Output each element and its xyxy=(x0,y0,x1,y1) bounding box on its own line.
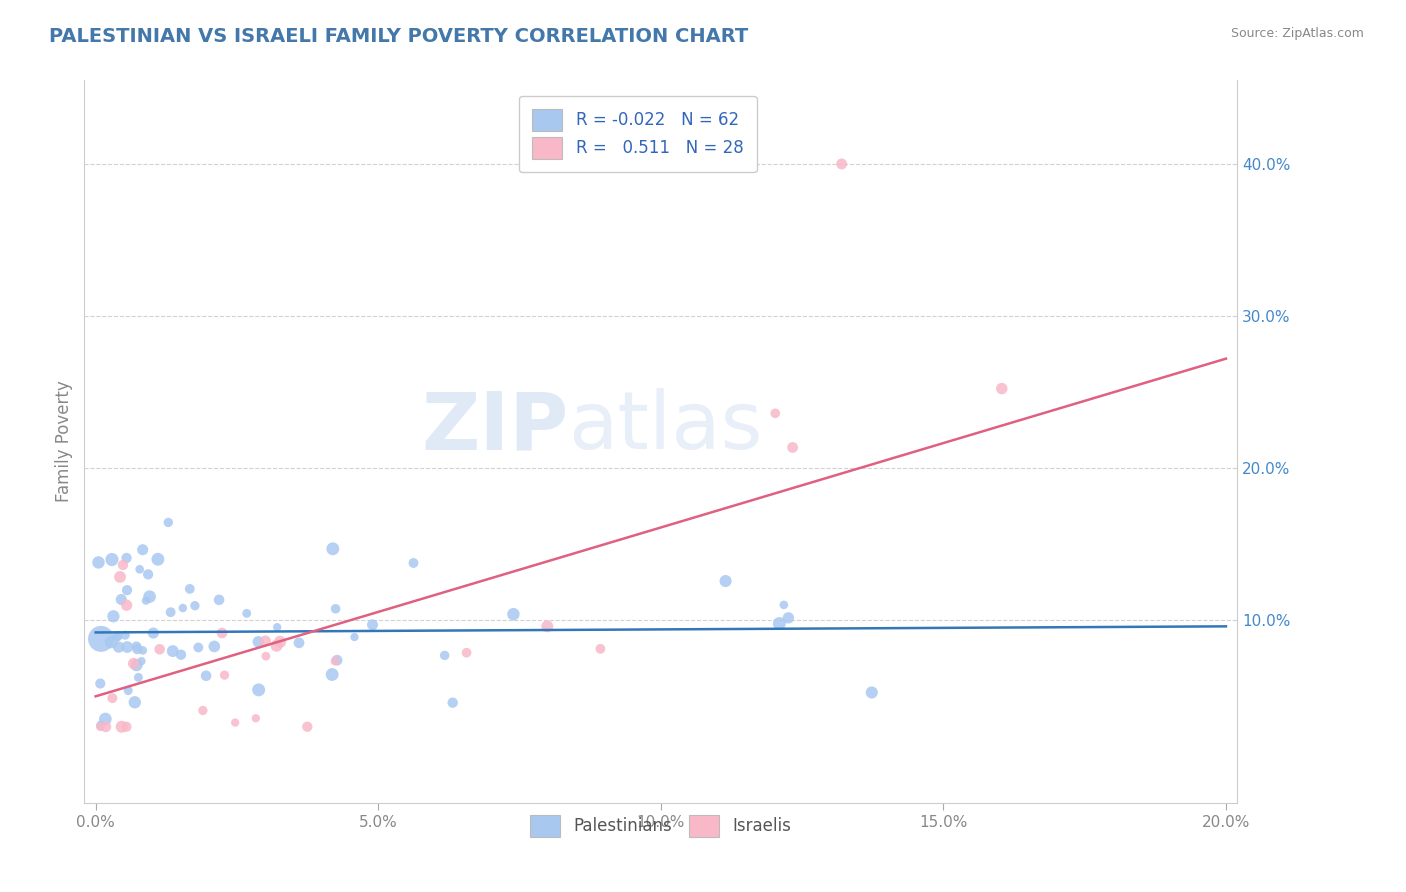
Point xyxy=(502,607,524,622)
Point xyxy=(172,601,194,615)
Point xyxy=(297,720,319,734)
Point xyxy=(87,556,110,570)
Point xyxy=(235,607,257,621)
Point xyxy=(184,599,207,613)
Point xyxy=(94,712,117,726)
Point xyxy=(214,668,236,682)
Text: PALESTINIAN VS ISRAELI FAMILY POVERTY CORRELATION CHART: PALESTINIAN VS ISRAELI FAMILY POVERTY CO… xyxy=(49,27,748,45)
Point xyxy=(323,654,346,668)
Point xyxy=(101,691,124,706)
Point xyxy=(122,657,145,671)
Point xyxy=(191,703,214,717)
Point xyxy=(211,626,233,640)
Point xyxy=(782,441,804,455)
Point xyxy=(441,696,464,710)
Point xyxy=(326,653,349,667)
Point xyxy=(288,636,311,650)
Legend: Palestinians, Israelis: Palestinians, Israelis xyxy=(522,807,800,845)
Point xyxy=(107,640,129,654)
Point xyxy=(108,570,131,584)
Point xyxy=(322,541,344,556)
Point xyxy=(111,720,134,734)
Point xyxy=(89,676,111,690)
Point xyxy=(170,648,193,662)
Point xyxy=(142,626,165,640)
Point xyxy=(433,648,456,663)
Point xyxy=(135,593,157,607)
Point xyxy=(456,646,478,660)
Point xyxy=(117,683,139,698)
Point xyxy=(589,641,612,656)
Point xyxy=(321,667,343,681)
Point xyxy=(125,658,148,673)
Point xyxy=(325,601,347,615)
Point xyxy=(110,592,132,607)
Point xyxy=(768,616,790,631)
Point xyxy=(157,516,180,530)
Point xyxy=(254,634,277,648)
Point xyxy=(131,542,153,557)
Point xyxy=(536,619,558,633)
Point xyxy=(202,640,225,654)
Point xyxy=(254,649,277,664)
Point xyxy=(266,639,288,653)
Text: atlas: atlas xyxy=(568,388,763,467)
Point xyxy=(860,685,883,699)
Point xyxy=(124,695,146,709)
Point xyxy=(101,552,124,566)
Point xyxy=(100,635,122,649)
Point xyxy=(94,720,117,734)
Point xyxy=(89,720,111,734)
Point xyxy=(159,605,181,619)
Point xyxy=(343,630,366,644)
Point xyxy=(361,617,384,632)
Point xyxy=(90,718,112,732)
Point xyxy=(138,590,160,604)
Point xyxy=(247,682,270,697)
Point xyxy=(115,720,138,734)
Point xyxy=(195,669,218,683)
Point xyxy=(136,567,159,582)
Point xyxy=(127,670,149,684)
Point xyxy=(245,711,267,725)
Point xyxy=(132,643,155,657)
Point xyxy=(179,582,201,596)
Point xyxy=(247,635,270,649)
Point xyxy=(146,552,169,566)
Point xyxy=(208,592,231,607)
Y-axis label: Family Poverty: Family Poverty xyxy=(55,381,73,502)
Point xyxy=(111,558,134,572)
Point xyxy=(117,640,139,654)
Point xyxy=(773,598,796,612)
Point xyxy=(402,556,425,570)
Point xyxy=(127,642,149,657)
Point xyxy=(107,629,129,643)
Point xyxy=(90,632,112,646)
Point xyxy=(831,157,853,171)
Point xyxy=(714,574,737,588)
Point xyxy=(103,609,125,624)
Point xyxy=(125,639,148,653)
Point xyxy=(990,382,1012,396)
Point xyxy=(149,642,172,657)
Text: ZIP: ZIP xyxy=(422,388,568,467)
Point xyxy=(763,406,786,420)
Point xyxy=(162,644,184,658)
Point xyxy=(105,630,128,644)
Point xyxy=(266,620,288,634)
Point xyxy=(115,583,138,598)
Point xyxy=(114,628,136,642)
Point xyxy=(131,654,153,668)
Point xyxy=(269,635,291,649)
Point xyxy=(128,562,150,576)
Text: Source: ZipAtlas.com: Source: ZipAtlas.com xyxy=(1230,27,1364,40)
Point xyxy=(778,611,800,625)
Point xyxy=(187,640,209,655)
Point xyxy=(224,715,246,730)
Point xyxy=(115,599,138,613)
Point xyxy=(115,551,138,566)
